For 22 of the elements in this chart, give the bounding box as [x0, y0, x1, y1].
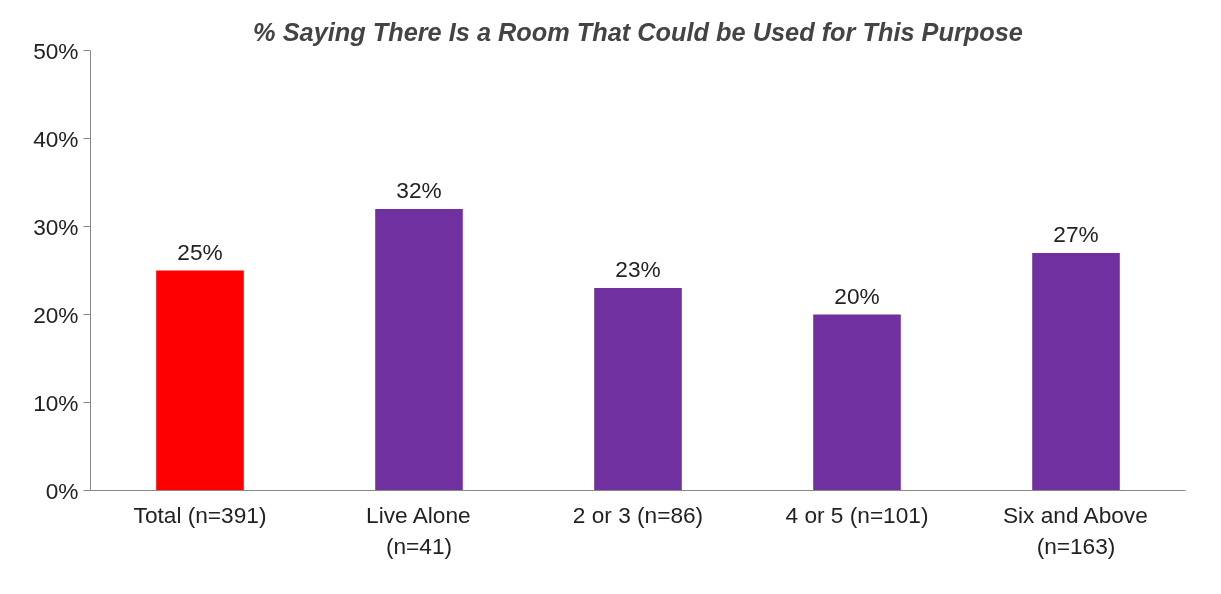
- bar: [1032, 252, 1120, 491]
- data-label: 20%: [834, 282, 880, 309]
- data-label: 25%: [177, 238, 223, 265]
- chart-title: % Saying There Is a Room That Could be Used for This Purpose: [253, 17, 1023, 46]
- x-tick-label: Total (n=391): [133, 501, 267, 528]
- y-tick-label: 10%: [33, 389, 79, 416]
- x-tick-label: Six and Above (n=163): [1002, 501, 1148, 559]
- data-label: 23%: [615, 256, 661, 283]
- y-tick-label: 50%: [33, 37, 79, 64]
- bar: [156, 270, 244, 491]
- x-tick-label: 4 or 5 (n=101): [785, 501, 929, 528]
- x-tick-label: Live Alone (n=41): [366, 501, 471, 559]
- bar: [813, 314, 901, 491]
- y-tick-label: 40%: [33, 125, 79, 152]
- bar: [375, 208, 463, 491]
- x-tick-label: 2 or 3 (n=86): [572, 501, 704, 528]
- y-tick-label: 20%: [33, 301, 79, 328]
- y-tick-label: 30%: [33, 213, 79, 240]
- data-label: 32%: [396, 176, 442, 203]
- data-label: 27%: [1053, 220, 1099, 247]
- y-tick-label: 0%: [45, 477, 79, 504]
- bar: [594, 288, 682, 491]
